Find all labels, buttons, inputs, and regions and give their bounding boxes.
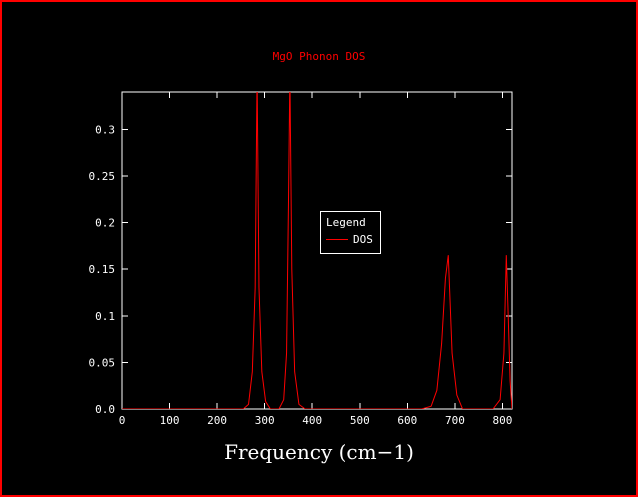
svg-text:0.25: 0.25 <box>89 170 116 183</box>
svg-text:0.0: 0.0 <box>95 403 115 416</box>
svg-text:600: 600 <box>397 414 417 427</box>
legend: Legend DOS <box>320 211 381 254</box>
svg-text:0.3: 0.3 <box>95 123 115 136</box>
legend-label-dos: DOS <box>353 232 373 246</box>
svg-text:300: 300 <box>255 414 275 427</box>
svg-text:0.05: 0.05 <box>89 356 116 369</box>
svg-text:0: 0 <box>119 414 126 427</box>
svg-text:100: 100 <box>160 414 180 427</box>
svg-text:800: 800 <box>493 414 513 427</box>
svg-text:0.15: 0.15 <box>89 263 116 276</box>
dos-line-swatch <box>326 239 348 241</box>
legend-item-dos: DOS <box>326 232 373 249</box>
x-axis-label: Frequency (cm−1) <box>224 440 414 464</box>
svg-text:700: 700 <box>445 414 465 427</box>
svg-text:200: 200 <box>207 414 227 427</box>
svg-text:0.1: 0.1 <box>95 310 115 323</box>
svg-text:0.2: 0.2 <box>95 217 115 230</box>
legend-title: Legend <box>326 216 366 229</box>
chart-title: MgO Phonon DOS <box>272 50 366 63</box>
svg-text:400: 400 <box>302 414 322 427</box>
svg-text:500: 500 <box>350 414 370 427</box>
